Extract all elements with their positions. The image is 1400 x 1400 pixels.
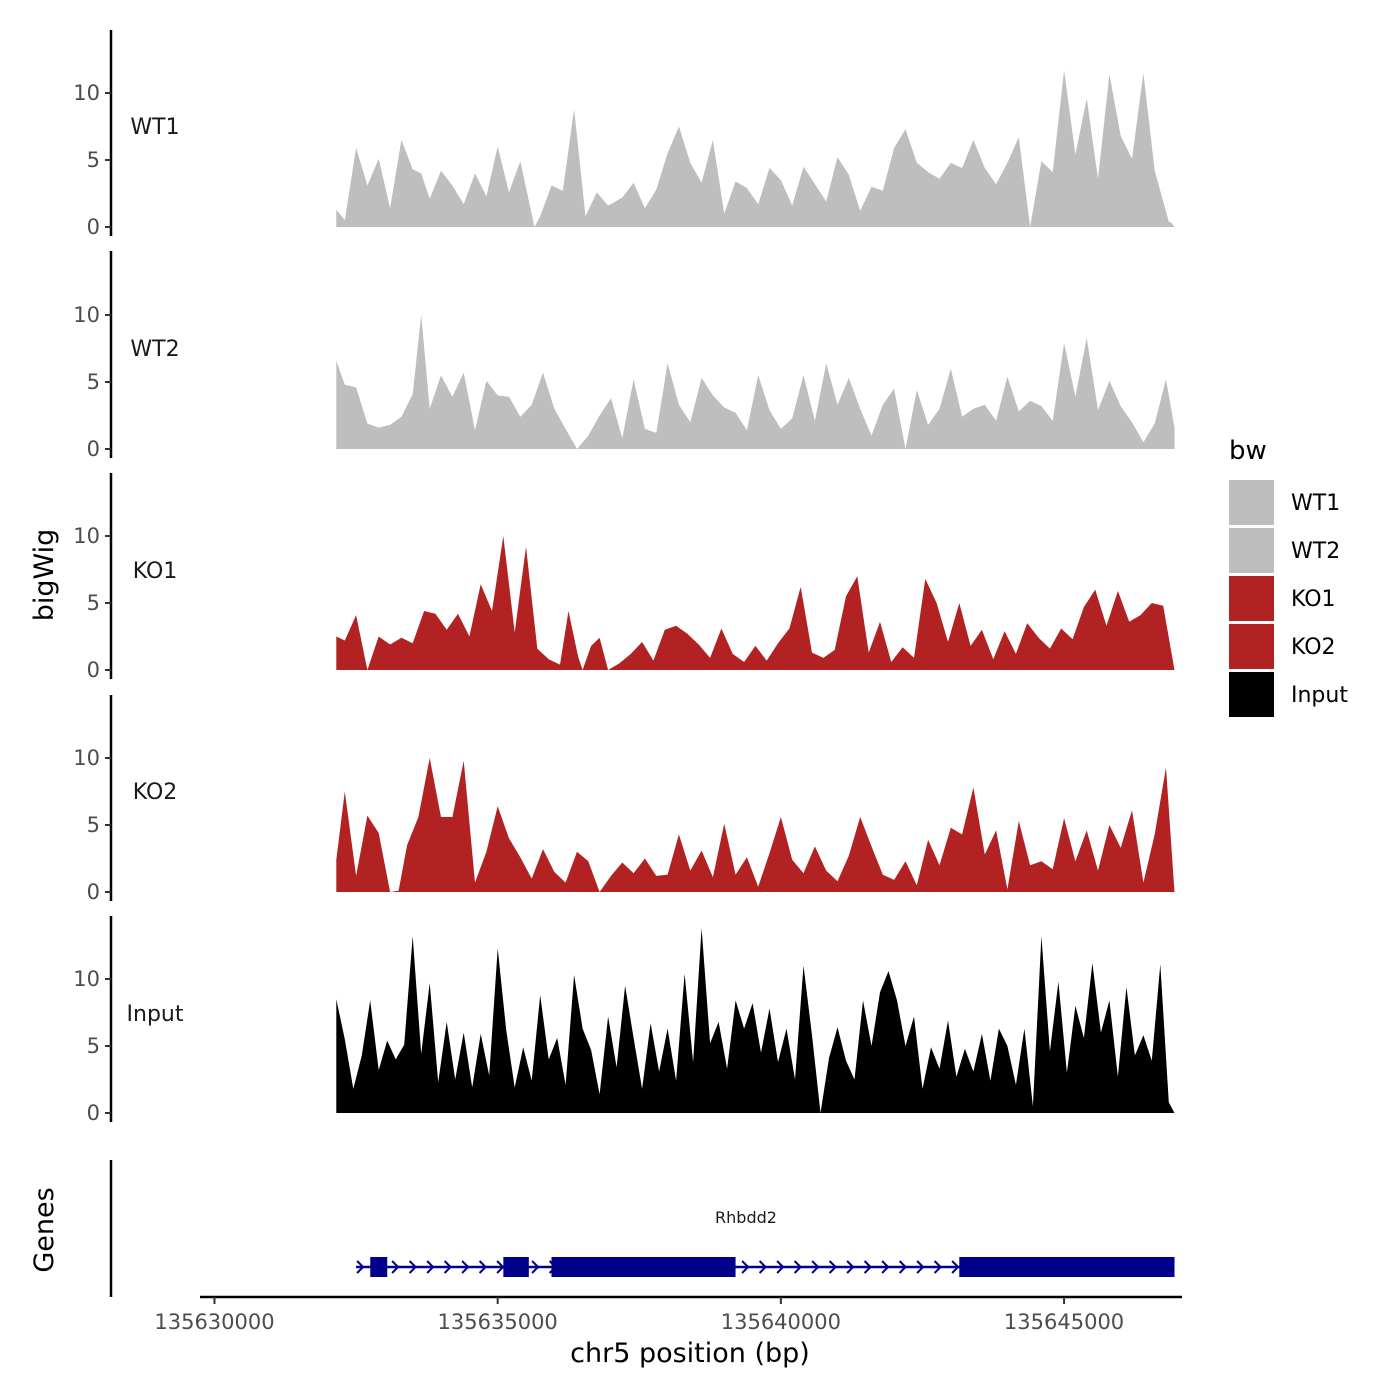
y-tick-label: 0 (87, 658, 100, 682)
track-panel: 0 5 10 KO2 (73, 695, 1175, 904)
legend-label: Input (1291, 683, 1348, 708)
gene-strand-arrow (531, 1260, 540, 1274)
x-ticks: 135630000 135635000 135640000 135645000 (154, 1297, 1124, 1334)
y-tick-label: 0 (87, 880, 100, 904)
y-tick-label: 5 (87, 591, 100, 615)
gene-label: Rhbdd2 (715, 1208, 777, 1227)
y-tick-label: 5 (87, 148, 100, 172)
gene-strand-arrow (811, 1260, 820, 1274)
gene-strand-arrow (793, 1260, 803, 1274)
track-panel: 0 5 10 Input (73, 916, 1175, 1125)
gene-strand-arrow (391, 1260, 400, 1274)
gene-strand-arrow (443, 1260, 453, 1274)
track-label: KO2 (133, 780, 178, 805)
gene-strand-arrow (881, 1260, 890, 1274)
y-axis-title: bigWig (29, 529, 60, 622)
gene-strand-arrow (898, 1260, 908, 1274)
gene-layer: Rhbdd2 (356, 1208, 1175, 1277)
y-tick-label: 5 (87, 370, 100, 394)
gene-exon (503, 1257, 529, 1277)
legend-swatch (1229, 480, 1274, 525)
legend-swatch (1229, 528, 1274, 573)
legend-entry: Input (1229, 672, 1348, 717)
legend-label: KO2 (1291, 635, 1336, 660)
track-area-input (336, 928, 1175, 1113)
gene-strand-arrow (828, 1260, 838, 1274)
track-area-wt1 (336, 70, 1175, 227)
gene-strand-arrow (933, 1260, 943, 1274)
gene-strand-arrow (408, 1260, 418, 1274)
y-tick-label: 5 (87, 813, 100, 837)
gene-strand-arrow (846, 1260, 855, 1274)
legend-label: WT2 (1291, 539, 1340, 564)
y-tick-label: 10 (73, 81, 100, 105)
gene-exon (370, 1257, 388, 1277)
legend: bw WT1 WT2 KO1 KO2 Input (1229, 436, 1348, 717)
tracks-layer: 0 5 10 WT1 0 5 10 WT2 0 5 10 KO1 0 5 10 KO2 0 5 10 Input (73, 30, 1175, 1125)
gene-strand-arrow (916, 1260, 925, 1274)
gene-exon (959, 1257, 1175, 1277)
legend-entries: WT1 WT2 KO1 KO2 Input (1229, 480, 1348, 717)
y-tick-label: 0 (87, 215, 100, 239)
track-label: WT1 (130, 115, 179, 140)
x-tick-label: 135630000 (154, 1310, 274, 1334)
gene-strand-arrow (741, 1260, 750, 1274)
y-tick-label: 10 (73, 746, 100, 770)
gene-strand-arrow (478, 1260, 488, 1274)
track-panel: 0 5 10 KO1 (73, 473, 1175, 682)
x-tick-label: 135640000 (721, 1310, 841, 1334)
gene-strand-arrow (461, 1260, 470, 1274)
track-panel: 0 5 10 WT2 (73, 251, 1175, 461)
gene-strand-arrow (758, 1260, 768, 1274)
track-panel: 0 5 10 WT1 (73, 30, 1175, 239)
gene-strand-arrow (776, 1260, 785, 1274)
genes-axis-title: Genes (29, 1187, 60, 1272)
y-tick-label: 0 (87, 437, 100, 461)
x-axis: 135630000 135635000 135640000 135645000 (154, 1295, 1182, 1334)
legend-entry: WT1 (1229, 480, 1340, 525)
y-tick-label: 10 (73, 967, 100, 991)
genes-panel: Rhbdd2 (109, 1160, 1175, 1297)
gene-strand-arrow (863, 1260, 873, 1274)
gene-strand-arrow (356, 1260, 365, 1274)
x-tick-label: 135645000 (1004, 1310, 1124, 1334)
gene-strand-arrow (426, 1260, 435, 1274)
track-label: WT2 (130, 337, 179, 362)
legend-entry: KO1 (1229, 576, 1336, 621)
track-label: Input (127, 1002, 184, 1027)
y-tick-label: 10 (73, 303, 100, 327)
legend-entry: KO2 (1229, 624, 1336, 669)
y-tick-label: 5 (87, 1034, 100, 1058)
legend-entry: WT2 (1229, 528, 1340, 573)
track-area-ko1 (336, 536, 1175, 670)
gene-exon (551, 1257, 736, 1277)
legend-swatch (1229, 672, 1274, 717)
legend-title: bw (1229, 436, 1267, 466)
track-area-ko2 (336, 758, 1175, 892)
legend-label: WT1 (1291, 491, 1340, 516)
x-axis-title: chr5 position (bp) (570, 1338, 810, 1369)
y-tick-label: 10 (73, 524, 100, 548)
track-area-wt2 (336, 315, 1175, 449)
legend-swatch (1229, 624, 1274, 669)
y-tick-label: 0 (87, 1101, 100, 1125)
gene-strand-arrow (951, 1260, 960, 1274)
legend-label: KO1 (1291, 587, 1336, 612)
legend-swatch (1229, 576, 1274, 621)
x-tick-label: 135635000 (438, 1310, 558, 1334)
gene-model: Rhbdd2 (356, 1208, 1175, 1277)
gene-strand-arrow (496, 1260, 505, 1274)
track-label: KO1 (133, 559, 178, 584)
